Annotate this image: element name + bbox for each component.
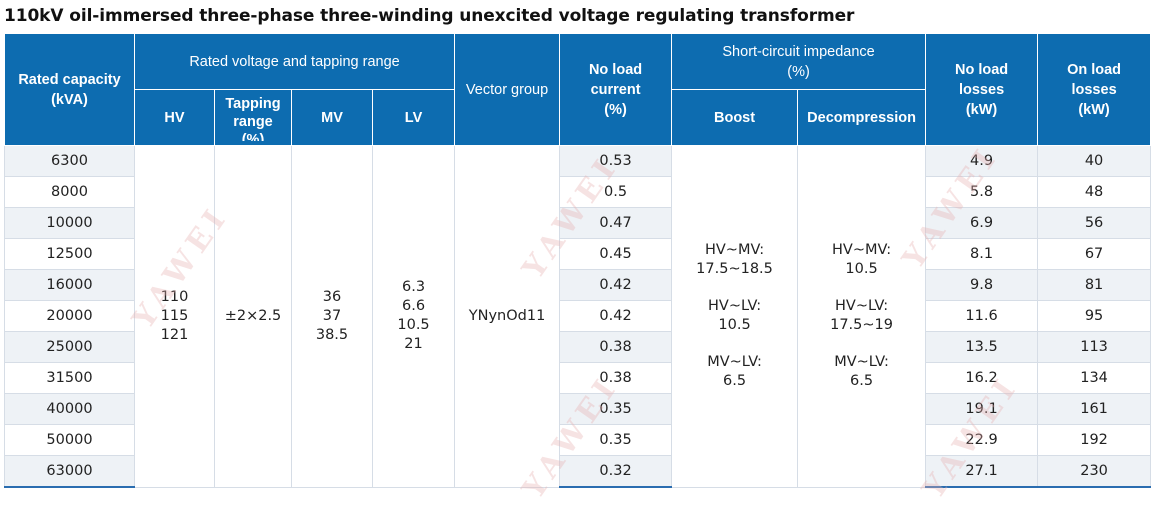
- header-no-load-losses: No load losses (kW): [925, 33, 1039, 146]
- cell-no-load-losses: 13.5: [925, 331, 1039, 363]
- header-short-circuit-impedance: Short-circuit impedance (%): [671, 33, 927, 90]
- header-vector-group: Vector group: [454, 33, 561, 146]
- cell-on-load-losses: 113: [1037, 331, 1152, 363]
- cell-no-load-losses: 19.1: [925, 393, 1039, 425]
- cell-on-load-losses: 95: [1037, 300, 1152, 332]
- spec-table: Rated capacity (kVA) Rated voltage and t…: [4, 33, 1152, 488]
- cell-on-load-losses: 67: [1037, 238, 1152, 270]
- cell-no-load-current: 0.45: [559, 238, 673, 270]
- cell-lv-values: 6.3 6.6 10.5 21: [371, 145, 456, 488]
- cell-hv-values: 110 115 121: [134, 145, 215, 488]
- cell-capacity: 10000: [4, 207, 135, 239]
- header-rated-capacity: Rated capacity (kVA): [4, 33, 135, 146]
- cell-no-load-current: 0.32: [559, 455, 673, 488]
- cell-on-load-losses: 48: [1037, 176, 1152, 208]
- table-row: 40000 0.35 19.1 161: [4, 393, 1152, 425]
- cell-decompression-impedance: HV~MV: 10.5 HV~LV: 17.5~19 MV~LV: 6.5: [797, 145, 927, 488]
- header-boost: Boost: [671, 89, 799, 146]
- table-row: 50000 0.35 22.9 192: [4, 424, 1152, 456]
- cell-mv-values: 36 37 38.5: [291, 145, 373, 488]
- cell-no-load-current: 0.35: [559, 424, 673, 456]
- cell-no-load-current: 0.47: [559, 207, 673, 239]
- table-row: 25000 0.38 13.5 113: [4, 331, 1152, 363]
- table-row: 10000 0.47 6.9 56: [4, 207, 1152, 239]
- header-rated-voltage: Rated voltage and tapping range: [133, 33, 456, 90]
- cell-capacity: 16000: [4, 269, 135, 301]
- cell-capacity: 40000: [4, 393, 135, 425]
- cell-on-load-losses: 134: [1037, 362, 1152, 394]
- cell-boost-impedance: HV~MV: 17.5~18.5 HV~LV: 10.5 MV~LV: 6.5: [671, 145, 799, 488]
- cell-vector-group: YNynOd11: [454, 145, 561, 488]
- header-on-load-losses: On load losses (kW): [1037, 33, 1152, 146]
- cell-no-load-current: 0.42: [559, 269, 673, 301]
- table-row: 8000 0.5 5.8 48: [4, 176, 1152, 208]
- cell-no-load-current: 0.5: [559, 176, 673, 208]
- cell-no-load-current: 0.53: [559, 145, 673, 177]
- cell-capacity: 6300: [4, 145, 135, 177]
- page-title: 110kV oil-immersed three-phase three-win…: [4, 6, 855, 26]
- header-decompression: Decompression: [797, 89, 927, 146]
- header-tapping-range: Tapping range (%): [214, 89, 292, 146]
- cell-no-load-losses: 9.8: [925, 269, 1039, 301]
- cell-on-load-losses: 81: [1037, 269, 1152, 301]
- header-no-load-current: No load current (%): [559, 33, 673, 146]
- cell-no-load-losses: 22.9: [925, 424, 1039, 456]
- header-mv: MV: [291, 89, 373, 146]
- cell-no-load-losses: 4.9: [925, 145, 1039, 177]
- cell-no-load-losses: 8.1: [925, 238, 1039, 270]
- table-row: 63000 0.32 27.1 230: [4, 455, 1152, 488]
- cell-no-load-current: 0.42: [559, 300, 673, 332]
- cell-tapping-range: ±2×2.5: [214, 145, 292, 488]
- cell-capacity: 12500: [4, 238, 135, 270]
- cell-no-load-losses: 11.6: [925, 300, 1039, 332]
- cell-on-load-losses: 161: [1037, 393, 1152, 425]
- cell-no-load-losses: 27.1: [925, 455, 1039, 488]
- table-row: 6300 110 115 121 ±2×2.5 36 37 38.5 6.3 6…: [4, 145, 1152, 488]
- table-row: 31500 0.38 16.2 134: [4, 362, 1152, 394]
- header-lv: LV: [371, 89, 456, 146]
- cell-on-load-losses: 40: [1037, 145, 1152, 177]
- cell-no-load-losses: 16.2: [925, 362, 1039, 394]
- cell-no-load-losses: 6.9: [925, 207, 1039, 239]
- cell-capacity: 63000: [4, 455, 135, 488]
- cell-capacity: 50000: [4, 424, 135, 456]
- table-row: 16000 0.42 9.8 81: [4, 269, 1152, 301]
- cell-capacity: 8000: [4, 176, 135, 208]
- table-row: 12500 0.45 8.1 67: [4, 238, 1152, 270]
- cell-capacity: 20000: [4, 300, 135, 332]
- cell-on-load-losses: 56: [1037, 207, 1152, 239]
- cell-capacity: 25000: [4, 331, 135, 363]
- cell-on-load-losses: 230: [1037, 455, 1152, 488]
- cell-capacity: 31500: [4, 362, 135, 394]
- header-hv: HV: [134, 89, 215, 146]
- cell-on-load-losses: 192: [1037, 424, 1152, 456]
- cell-no-load-current: 0.35: [559, 393, 673, 425]
- cell-no-load-losses: 5.8: [925, 176, 1039, 208]
- cell-no-load-current: 0.38: [559, 362, 673, 394]
- cell-no-load-current: 0.38: [559, 331, 673, 363]
